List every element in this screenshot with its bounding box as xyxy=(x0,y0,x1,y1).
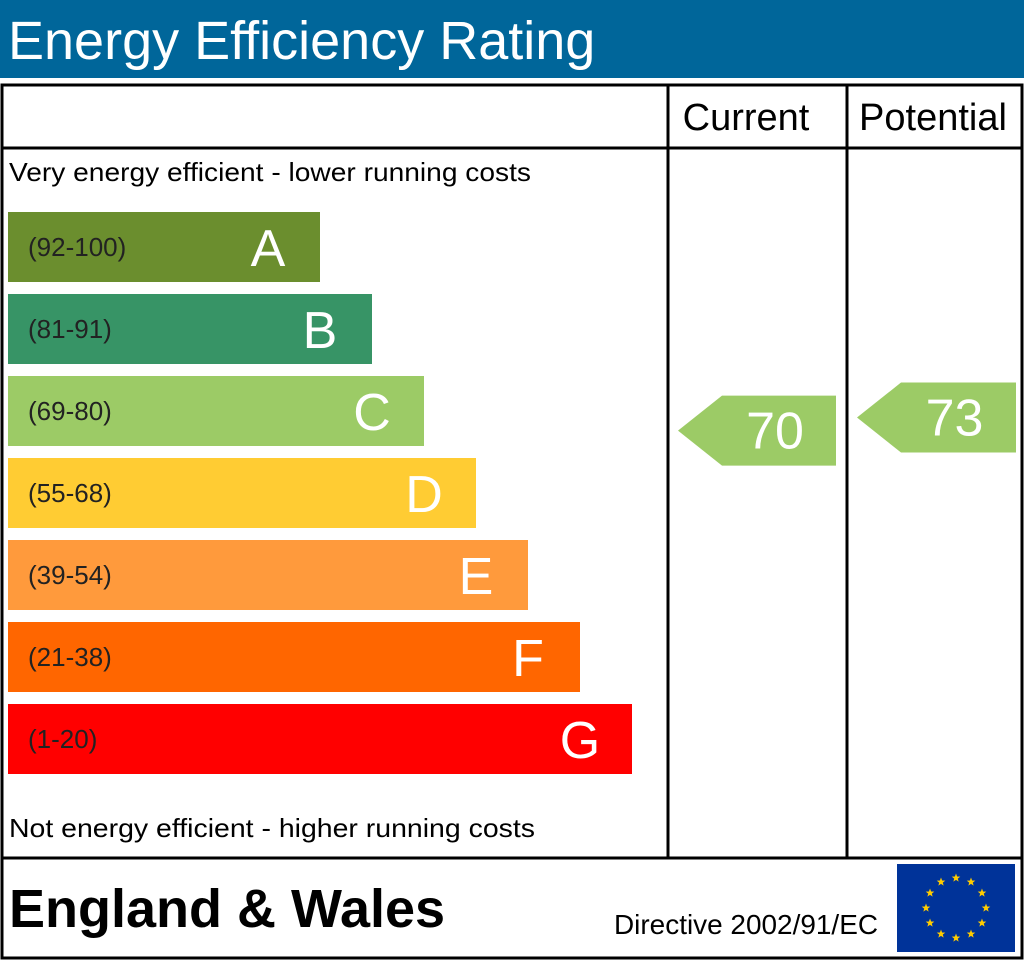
band-group: (92-100) A (81-91) B (69-80) C (55-68) D (39-54)… xyxy=(8,212,632,774)
band-range-c: (69-80) xyxy=(28,396,112,426)
eu-star xyxy=(925,918,935,927)
band-g: (1-20) G xyxy=(8,704,632,774)
band-letter-e: E xyxy=(459,548,494,606)
band-letter-d: D xyxy=(405,466,443,524)
band-bar-g xyxy=(8,704,632,774)
band-b: (81-91) B xyxy=(8,294,372,364)
eu-star xyxy=(966,929,976,938)
band-bar-e xyxy=(8,540,528,610)
rating-arrow-group: 70 73 xyxy=(678,382,1016,466)
band-letter-b: B xyxy=(303,302,338,360)
eu-star xyxy=(921,903,931,912)
band-a: (92-100) A xyxy=(8,212,320,282)
chart-title: Energy Efficiency Rating xyxy=(8,11,596,71)
band-range-g: (1-20) xyxy=(28,724,97,754)
eu-star xyxy=(977,918,987,927)
band-bar-f xyxy=(8,622,580,692)
eu-star xyxy=(951,873,961,882)
header-bar: Energy Efficiency Rating xyxy=(0,0,1024,78)
eu-star xyxy=(936,929,946,938)
eu-stars xyxy=(921,873,991,942)
eu-star xyxy=(936,877,946,886)
band-e: (39-54) E xyxy=(8,540,528,610)
current-rating-arrow: 70 xyxy=(678,395,836,466)
current-arrow-shape xyxy=(678,395,836,466)
potential-column-header: Potential xyxy=(859,97,1007,139)
eu-star xyxy=(981,903,991,912)
top-note: Very energy efficient - lower running co… xyxy=(9,157,531,187)
band-f: (21-38) F xyxy=(8,622,580,692)
eu-star xyxy=(977,888,987,897)
potential-rating-value: 73 xyxy=(926,390,984,448)
band-range-e: (39-54) xyxy=(28,560,112,590)
potential-arrow-shape xyxy=(857,382,1016,453)
potential-rating-arrow: 73 xyxy=(857,382,1016,453)
eu-star xyxy=(951,933,961,942)
outer-frame xyxy=(0,83,1024,960)
eu-star xyxy=(966,877,976,886)
band-c: (69-80) C xyxy=(8,376,424,446)
band-bar-c xyxy=(8,376,424,446)
current-column-header: Current xyxy=(683,97,810,139)
band-letter-a: A xyxy=(251,220,286,278)
band-letter-g: G xyxy=(560,712,600,770)
band-range-a: (92-100) xyxy=(28,232,126,262)
current-rating-value: 70 xyxy=(746,403,804,461)
band-range-f: (21-38) xyxy=(28,642,112,672)
directive-label: Directive 2002/91/EC xyxy=(614,909,878,940)
band-bar-b xyxy=(8,294,372,364)
band-bar-d xyxy=(8,458,476,528)
bottom-note: Not energy efficient - higher running co… xyxy=(9,813,535,843)
chart-frame xyxy=(0,83,1024,960)
band-range-d: (55-68) xyxy=(28,478,112,508)
eu-star xyxy=(925,888,935,897)
band-d: (55-68) D xyxy=(8,458,476,528)
band-bar-a xyxy=(8,212,320,282)
region-label: England & Wales xyxy=(9,879,445,939)
band-letter-f: F xyxy=(512,630,544,688)
band-letter-c: C xyxy=(353,384,391,442)
band-range-b: (81-91) xyxy=(28,314,112,344)
